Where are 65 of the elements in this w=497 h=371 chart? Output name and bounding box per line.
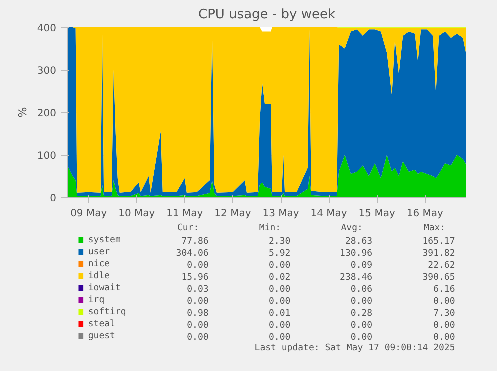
text: Last update: Sat May 17 09:00:14 2025	[254, 344, 456, 354]
legend-label: guest	[88, 332, 116, 342]
text: 238.46	[340, 273, 373, 283]
y-tick-label: 0	[50, 194, 57, 204]
text: 304.06	[176, 249, 209, 259]
x-tick-label: 15 May	[358, 208, 396, 220]
text: 0.00	[350, 297, 373, 307]
text: Min:	[259, 224, 282, 234]
x-tick-label: 10 May	[118, 208, 156, 220]
text: 0.00	[187, 297, 209, 307]
chart-title: CPU usage - by week	[198, 8, 336, 22]
text: 130.96	[340, 249, 373, 259]
text: Cur:	[177, 224, 200, 234]
y-tick-label: 200	[37, 108, 57, 120]
text: 0.00	[269, 297, 291, 307]
text: 0.00	[434, 297, 456, 307]
x-tick-label: 11 May	[166, 208, 204, 220]
legend-label: system	[88, 236, 121, 246]
text: 0.00	[350, 321, 373, 331]
text: 28.63	[345, 237, 373, 247]
text: 7.30	[434, 309, 456, 319]
legend-label: steal	[88, 320, 116, 330]
y-tick-label: 400	[37, 24, 57, 34]
x-tick-label: 14 May	[310, 208, 348, 220]
text: 0.00	[434, 321, 456, 331]
legend-label: softirq	[88, 308, 126, 318]
text: 0.00	[434, 333, 456, 343]
legend-label: irq	[88, 296, 105, 306]
text: 0.00	[269, 285, 291, 295]
text: 0.98	[187, 309, 209, 319]
legend-label: user	[88, 248, 111, 258]
text: 5.92	[269, 249, 291, 259]
text: 165.17	[422, 237, 456, 247]
x-tick-label: 09 May	[70, 208, 108, 220]
y-tick-label: 100	[37, 151, 57, 162]
legend-label: idle	[88, 272, 110, 282]
text: 0.01	[269, 309, 291, 319]
text: 0.28	[350, 309, 373, 319]
text: 0.00	[187, 321, 209, 331]
text: 0.00	[269, 261, 291, 271]
text: 22.62	[428, 261, 456, 271]
text: 0.00	[269, 333, 291, 343]
text: 0.03	[187, 285, 209, 295]
text: 390.65	[422, 273, 456, 283]
text: 77.86	[182, 237, 209, 247]
text: 6.16	[434, 285, 456, 295]
text: 0.00	[187, 261, 209, 271]
text: 2.30	[269, 237, 291, 247]
x-tick-label: 12 May	[214, 208, 252, 220]
y-axis-title: %	[16, 107, 30, 118]
y-tick-label: 300	[37, 66, 57, 77]
text: Avg:	[341, 224, 363, 234]
text: 0.02	[269, 273, 291, 283]
text: 0.09	[350, 261, 373, 271]
x-tick-label: 13 May	[262, 208, 300, 220]
x-tick-label: 16 May	[406, 208, 444, 220]
legend-label: nice	[88, 260, 110, 270]
text: 0.00	[350, 333, 373, 343]
legend-label: iowait	[88, 284, 121, 294]
text: 391.82	[422, 249, 456, 259]
text: 15.96	[182, 273, 209, 283]
text: 0.00	[269, 321, 291, 331]
text: 0.06	[350, 285, 373, 295]
text: 0.00	[187, 333, 209, 343]
text: Max:	[424, 224, 446, 234]
